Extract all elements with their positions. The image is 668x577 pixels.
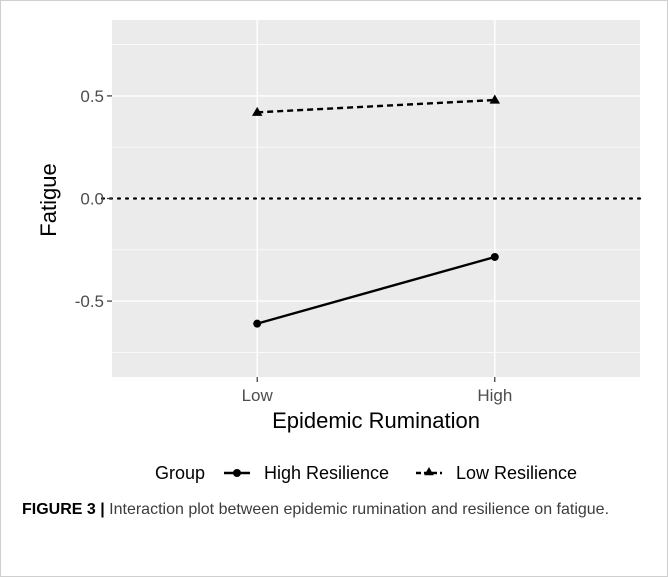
legend-title: Group [155,463,205,483]
legend-entry-label: High Resilience [264,463,389,483]
legend: Group High Resilience Low Resilience [155,463,577,483]
caption-label: FIGURE 3 | [22,501,105,518]
legend-entry-label: Low Resilience [456,463,577,483]
legend-key-marker [424,467,434,476]
data-point-triangle [489,94,501,104]
data-point-circle [490,252,499,261]
data-point-triangle [251,106,263,116]
y-tick-label: -0.5 [75,292,104,311]
y-tick-label: 0.0 [80,190,104,209]
series-line [256,255,496,325]
interaction-chart: -0.5 0.0 0.5 Low High Epidemic Rumination Fa… [36,20,642,483]
legend-key-marker [233,469,241,477]
x-tick-label: Low [242,386,274,405]
caption-text: Interaction plot between epidemic rumina… [104,501,610,518]
y-axis-label: Fatigue [36,163,61,236]
x-tick-label: High [477,386,512,405]
figure-caption: FIGURE 3 | Interaction plot between epid… [22,497,642,523]
x-axis-label: Epidemic Rumination [272,408,480,433]
y-tick-label: 0.5 [80,87,104,106]
data-point-circle [253,319,262,328]
